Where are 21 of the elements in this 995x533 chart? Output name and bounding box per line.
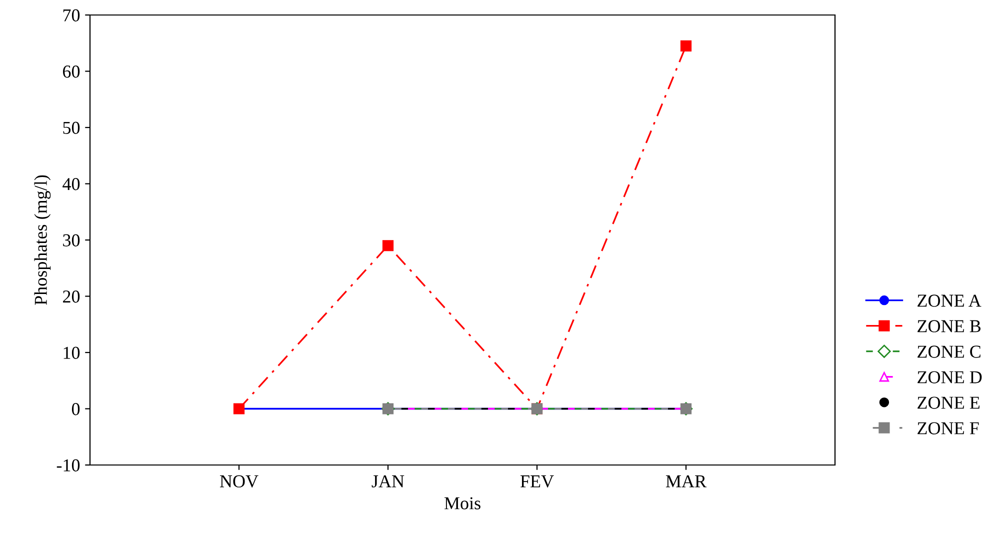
y-tick-label: 0 (72, 403, 80, 416)
legend-label: ZONE B (918, 320, 981, 332)
x-tick-label: JAN (372, 475, 404, 488)
y-tick-label: 60 (63, 66, 80, 78)
x-tick-label: NOV (220, 475, 258, 488)
x-tick-label: MAR (666, 475, 707, 488)
legend-label: ZONE E (918, 396, 980, 409)
legend-label: ZONE F (918, 422, 979, 434)
legend-label: ZONE D (918, 371, 982, 384)
y-tick-label: 50 (63, 122, 80, 134)
legend-label: ZONE A (918, 294, 982, 307)
y-tick-label: 10 (64, 346, 80, 359)
y-tick-label: 20 (63, 290, 80, 303)
legend-label: ZONE C (918, 346, 980, 358)
y-tick-label: 70 (63, 9, 80, 22)
y-axis-title: Phosphates (mg/l) (34, 175, 51, 305)
y-tick-label: -10 (56, 459, 80, 472)
y-tick-label: 30 (63, 234, 80, 246)
x-axis-title: Mois (444, 497, 480, 510)
y-tick-label: 40 (62, 178, 80, 190)
x-tick-label: FEV (520, 475, 554, 488)
